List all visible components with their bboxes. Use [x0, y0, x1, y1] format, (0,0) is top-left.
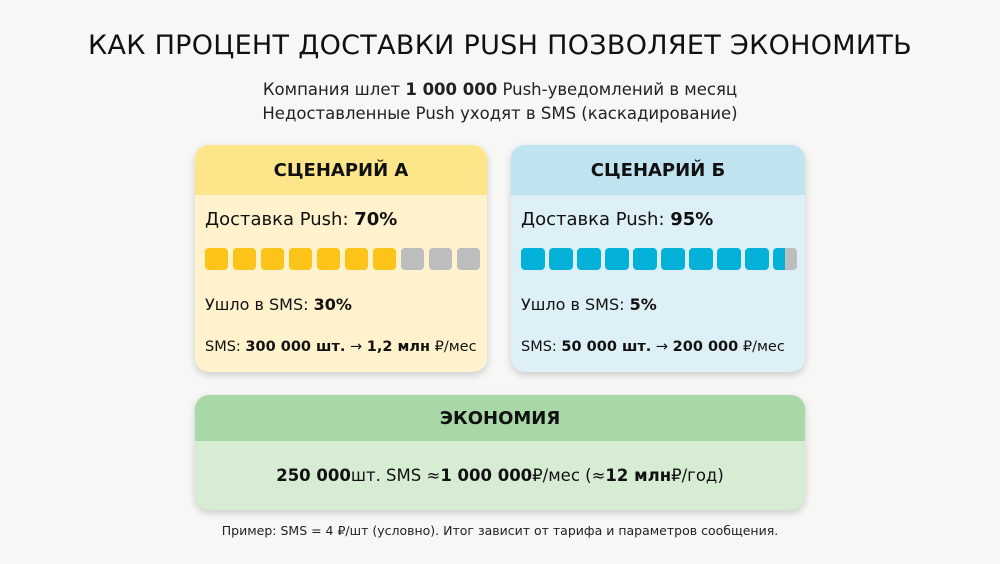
cost-unit: ₽/мес: [738, 339, 785, 355]
progress-segment: [549, 248, 573, 270]
progress-segment: [689, 248, 713, 270]
progress-segment: [261, 248, 284, 270]
savings-title: ЭКОНОМИЯ: [195, 395, 805, 441]
delivery-rate: Доставка Push: 95%: [521, 209, 713, 230]
progress-segment: [457, 248, 480, 270]
arrow-icon: →: [345, 339, 367, 355]
sms-cost: SMS: 300 000 шт. → 1,2 млн ₽/мес: [205, 339, 477, 355]
progress-segment: [717, 248, 741, 270]
footnote: Пример: SMS = 4 ₽/шт (условно). Итог зав…: [221, 523, 779, 538]
subtitle-text: Push-уведомлений в месяц: [497, 80, 738, 99]
sms-share: Ушло в SMS: 30%: [205, 295, 352, 314]
progress-segment: [633, 248, 657, 270]
progress-segment: [521, 248, 545, 270]
progress-segment: [605, 248, 629, 270]
savings-text-part: шт. SMS ≈: [350, 466, 441, 485]
savings-amount: 1 000 000: [440, 466, 533, 485]
savings-text: 250 000 шт. SMS ≈ 1 000 000 ₽/мес (≈ 12 …: [195, 441, 805, 510]
sms-cost: SMS: 50 000 шт. → 200 000 ₽/мес: [521, 339, 785, 355]
savings-card: ЭКОНОМИЯ 250 000 шт. SMS ≈ 1 000 000 ₽/м…: [195, 395, 805, 510]
progress-segment: [773, 248, 797, 270]
sms-value: 30%: [313, 295, 352, 314]
progress-segment: [373, 248, 396, 270]
subtitle-line-1: Компания шлет 1 000 000 Push-уведомлений…: [0, 80, 1000, 99]
subtitle-line-2: Недоставленные Push уходят в SMS (каскад…: [262, 104, 738, 123]
delivery-label: Доставка Push:: [521, 209, 671, 230]
savings-text-part: ₽/мес (≈: [532, 466, 606, 485]
cost-count: 50 000 шт.: [561, 339, 652, 355]
cost-unit: ₽/мес: [429, 339, 477, 355]
arrow-icon: →: [651, 339, 673, 355]
page-title: КАК ПРОЦЕНТ ДОСТАВКИ PUSH ПОЗВОЛЯЕТ ЭКОН…: [87, 30, 912, 61]
delivery-value: 70%: [354, 209, 398, 230]
savings-count: 250 000: [276, 466, 351, 485]
subtitle-text: Компания шлет: [262, 80, 406, 99]
progress-segment: [429, 248, 452, 270]
sms-share: Ушло в SMS: 5%: [521, 295, 657, 314]
progress-segment: [205, 248, 228, 270]
delivery-rate: Доставка Push: 70%: [205, 209, 397, 230]
cost-amount: 1,2 млн: [366, 339, 430, 355]
cost-amount: 200 000: [672, 339, 739, 355]
cost-label: SMS:: [205, 339, 246, 355]
progress-segment: [289, 248, 312, 270]
progress-segment: [745, 248, 769, 270]
progress-segment: [577, 248, 601, 270]
progress-segment: [233, 248, 256, 270]
progress-segment: [317, 248, 340, 270]
savings-text-part: ₽/год): [671, 466, 724, 485]
progress-segment: [345, 248, 368, 270]
delivery-value: 95%: [670, 209, 714, 230]
delivery-label: Доставка Push:: [205, 209, 355, 230]
sms-value: 5%: [629, 295, 657, 314]
scenario-title: СЦЕНАРИЙ А: [195, 145, 487, 195]
cost-count: 300 000 шт.: [245, 339, 346, 355]
sms-label: Ушло в SMS:: [205, 295, 314, 314]
scenario-b-card: СЦЕНАРИЙ Б Доставка Push: 95% Ушло в SMS…: [511, 145, 805, 372]
sms-label: Ушло в SMS:: [521, 295, 630, 314]
progress-segment: [661, 248, 685, 270]
savings-year: 12 млн: [605, 466, 672, 485]
scenario-a-card: СЦЕНАРИЙ А Доставка Push: 70% Ушло в SMS…: [195, 145, 487, 372]
cost-label: SMS:: [521, 339, 562, 355]
delivery-progress-bar: [521, 248, 797, 270]
delivery-progress-bar: [205, 248, 480, 270]
progress-segment: [401, 248, 424, 270]
subtitle-bold: 1 000 000: [405, 80, 498, 99]
scenario-title: СЦЕНАРИЙ Б: [511, 145, 805, 195]
